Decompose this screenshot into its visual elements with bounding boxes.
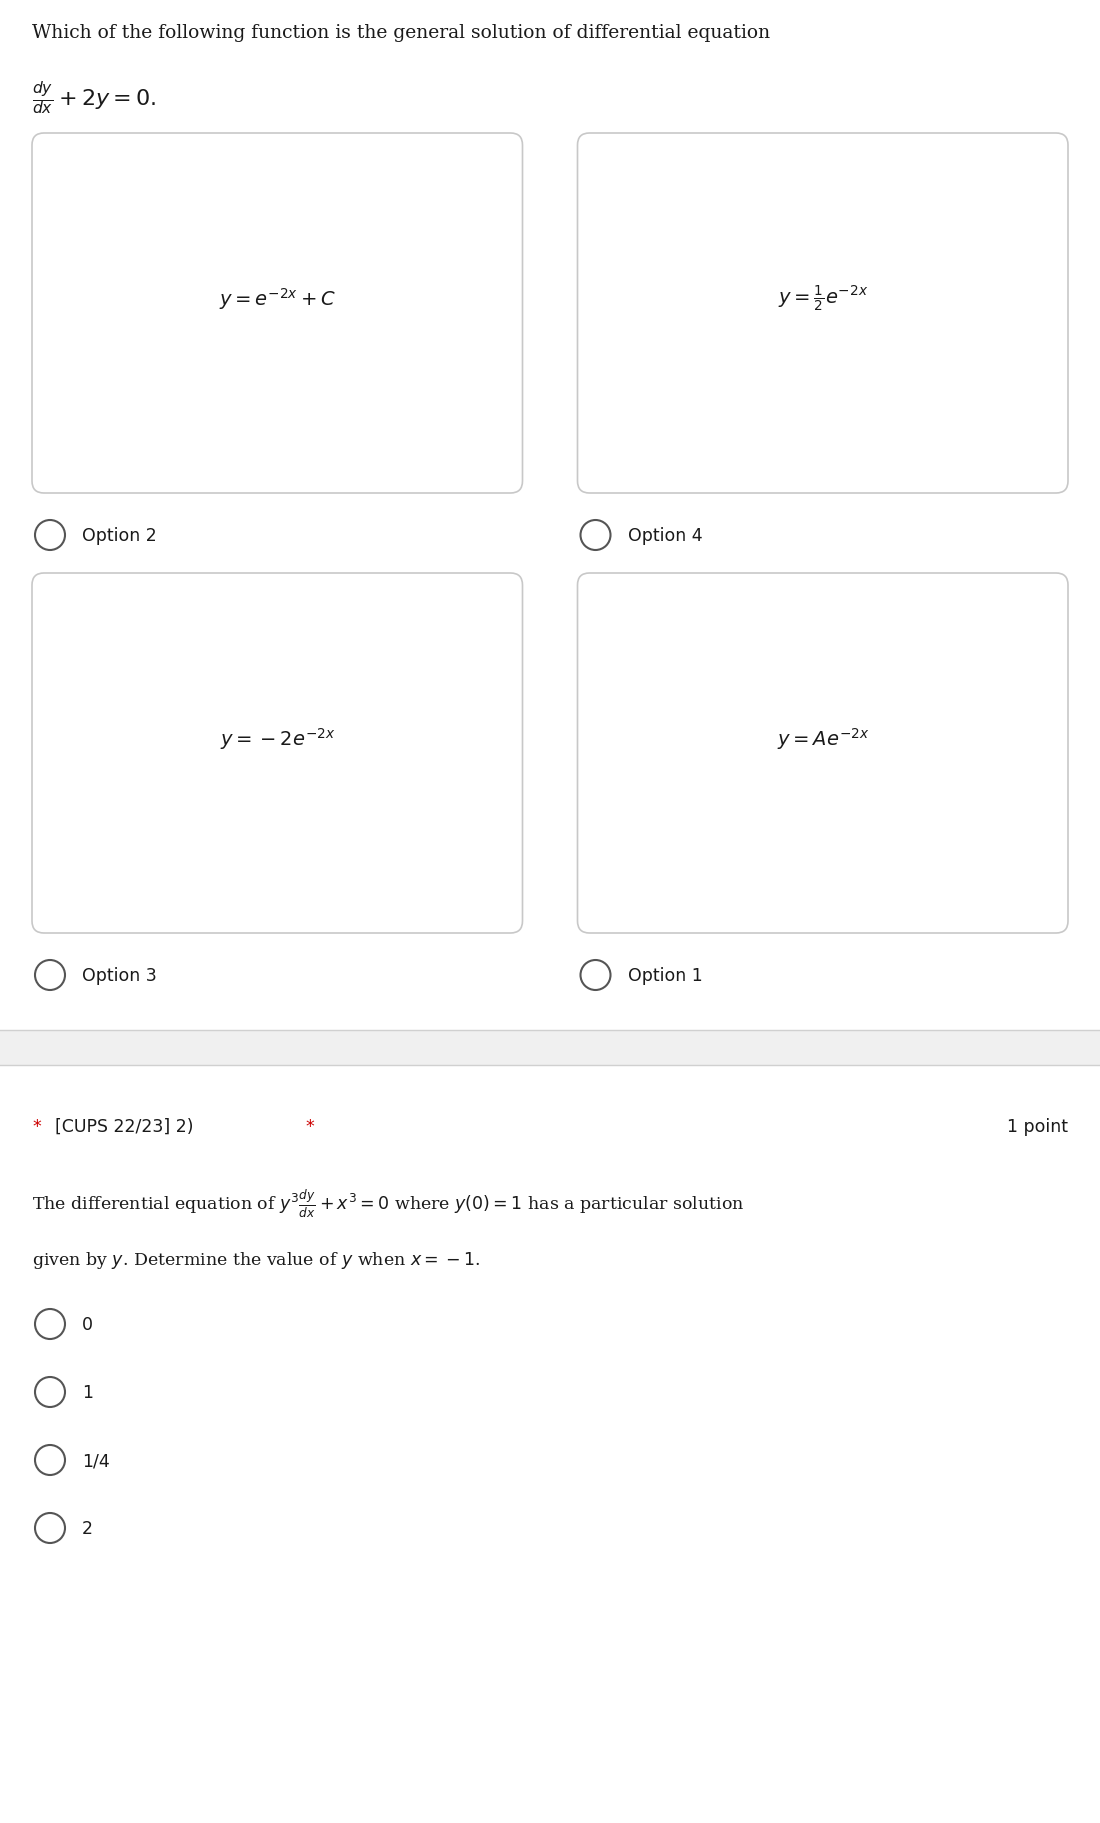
FancyBboxPatch shape (578, 574, 1068, 933)
Text: 1: 1 (82, 1384, 94, 1402)
Text: 1 point: 1 point (1006, 1117, 1068, 1136)
Text: Option 2: Option 2 (82, 527, 156, 545)
Text: Option 3: Option 3 (82, 966, 156, 984)
Circle shape (35, 961, 65, 990)
Text: $y=e^{-2x}+C$: $y=e^{-2x}+C$ (219, 286, 336, 312)
FancyBboxPatch shape (32, 133, 522, 494)
Text: Option 4: Option 4 (627, 527, 702, 545)
Circle shape (35, 1513, 65, 1542)
Circle shape (581, 961, 611, 990)
Text: 0: 0 (82, 1314, 94, 1333)
Circle shape (35, 1376, 65, 1407)
Text: *: * (305, 1117, 314, 1136)
Text: Option 1: Option 1 (627, 966, 702, 984)
Text: [CUPS 22/23] 2): [CUPS 22/23] 2) (55, 1117, 194, 1136)
Text: The differential equation of $y^3\frac{dy}{dx}+x^3=0$ where $y(0)=1$ has a parti: The differential equation of $y^3\frac{d… (32, 1187, 745, 1220)
Text: $y=Ae^{-2x}$: $y=Ae^{-2x}$ (777, 726, 869, 751)
FancyBboxPatch shape (32, 574, 522, 933)
Text: given by $y$. Determine the value of $y$ when $x=-1$.: given by $y$. Determine the value of $y$… (32, 1249, 480, 1271)
FancyBboxPatch shape (0, 1030, 1100, 1065)
Text: Which of the following function is the general solution of differential equation: Which of the following function is the g… (32, 24, 770, 42)
Circle shape (35, 521, 65, 551)
FancyBboxPatch shape (0, 0, 1100, 964)
Circle shape (35, 1309, 65, 1340)
Text: $y=-2e^{-2x}$: $y=-2e^{-2x}$ (220, 726, 336, 751)
Text: $y=\frac{1}{2}e^{-2x}$: $y=\frac{1}{2}e^{-2x}$ (778, 284, 868, 314)
Circle shape (581, 521, 611, 551)
Text: *: * (32, 1117, 41, 1136)
Text: 1/4: 1/4 (82, 1451, 110, 1469)
FancyBboxPatch shape (578, 133, 1068, 494)
Text: 2: 2 (82, 1519, 94, 1537)
Text: $\frac{dy}{dx}+2y=0.$: $\frac{dy}{dx}+2y=0.$ (32, 78, 156, 117)
Circle shape (35, 1446, 65, 1475)
